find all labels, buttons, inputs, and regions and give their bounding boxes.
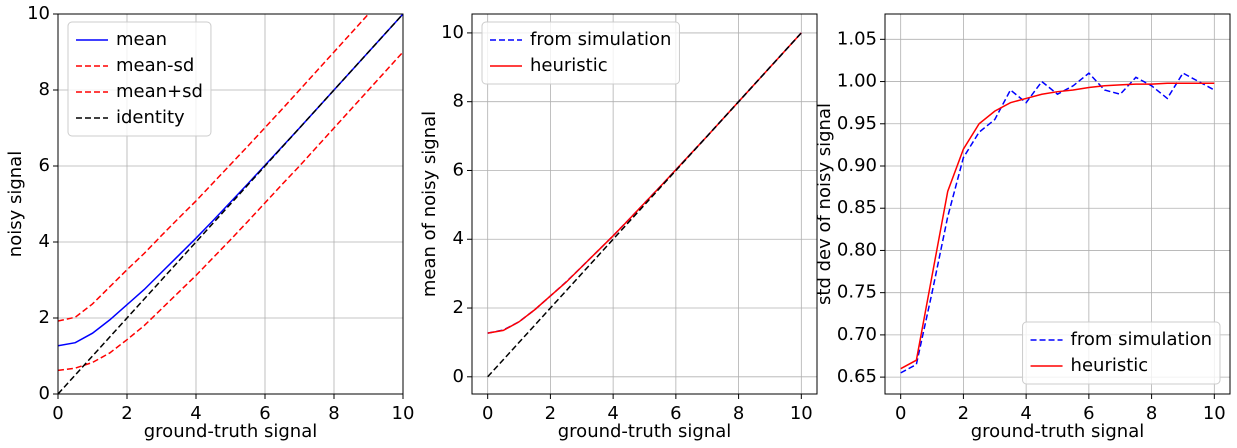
axes-frame	[471, 13, 818, 395]
x-tick-label: 2	[121, 403, 132, 424]
legend-box	[481, 21, 680, 85]
data-line	[900, 82, 1215, 370]
y-tick-label: 6	[39, 155, 50, 176]
y-tick-label: 2	[453, 297, 464, 318]
subplot: 0 2 4 6 8 10 0.65 0.70 0.75 0.80 0.85 0.90 0.95 1.00 1…	[814, 13, 1231, 442]
x-tick-label: 0	[895, 403, 906, 424]
data-line	[900, 72, 1215, 374]
legend-label: from simulation	[1071, 329, 1212, 350]
x-axis-label: ground-truth signal	[558, 421, 731, 442]
data-line	[58, 14, 403, 394]
x-tick-label: 10	[392, 403, 415, 424]
y-axis-label: mean of noisy signal	[419, 111, 440, 297]
x-tick-label: 4	[1020, 403, 1031, 424]
y-tick-label: 0.90	[837, 155, 877, 176]
x-tick-label: 6	[670, 403, 681, 424]
y-axis-label: noisy signal	[5, 151, 26, 257]
y-tick-label: 0	[453, 366, 464, 387]
y-tick-label: 0.70	[837, 324, 877, 345]
legend-label: heuristic	[1071, 355, 1149, 376]
y-tick-label: 8	[453, 91, 464, 112]
y-tick-label: 1.05	[837, 28, 877, 49]
y-tick-label: 0.65	[837, 366, 877, 387]
x-tick-label: 4	[190, 403, 201, 424]
x-tick-label: 8	[1146, 403, 1157, 424]
data-line	[58, 51, 403, 372]
plot-area	[900, 72, 1215, 374]
y-tick-label: 6	[453, 159, 464, 180]
y-tick-label: 4	[453, 228, 464, 249]
subplot: 0 2 4 6 8 10 0 2 4 6 8 10 ground-truth signal noisy s…	[5, 3, 415, 442]
y-tick-label: 0.85	[837, 197, 877, 218]
y-axis-label: std dev of noisy signal	[814, 103, 835, 305]
y-tick-label: 0.75	[837, 282, 877, 303]
x-tick-label: 8	[733, 403, 744, 424]
data-line	[487, 32, 802, 378]
legend-label: mean	[116, 29, 167, 50]
x-tick-label: 2	[545, 403, 556, 424]
x-axis-label: ground-truth signal	[144, 421, 317, 442]
x-tick-label: 10	[790, 403, 813, 424]
axes-frame	[57, 13, 404, 395]
legend-box	[67, 21, 212, 137]
x-axis-label: ground-truth signal	[971, 421, 1144, 442]
legend: from simulation heuristic	[481, 21, 680, 85]
x-tick-label: 0	[52, 403, 63, 424]
y-tick-label: 10	[441, 22, 464, 43]
x-tick-label: 4	[607, 403, 618, 424]
legend-label: from simulation	[530, 29, 671, 50]
x-tick-label: 8	[328, 403, 339, 424]
x-tick-label: 0	[482, 403, 493, 424]
x-tick-label: 2	[958, 403, 969, 424]
data-line	[58, 14, 370, 322]
y-tick-label: 10	[27, 3, 50, 24]
legend-label: identity	[116, 107, 185, 128]
plot-area	[487, 32, 802, 378]
subplot: 0 2 4 6 8 10 0 2 4 6 8 10 ground-truth signal mean of…	[419, 13, 818, 442]
axes-frame	[884, 13, 1231, 395]
x-tick-label: 10	[1203, 403, 1226, 424]
y-tick-label: 0	[39, 383, 50, 404]
legend-label: heuristic	[530, 55, 608, 76]
x-tick-label: 6	[259, 403, 270, 424]
y-tick-label: 2	[39, 307, 50, 328]
legend: from simulation heuristic	[1022, 321, 1221, 385]
y-tick-label: 0.80	[837, 239, 877, 260]
legend-box	[1022, 321, 1221, 385]
y-tick-label: 8	[39, 79, 50, 100]
legend-label: mean+sd	[116, 81, 203, 102]
y-tick-label: 4	[39, 231, 50, 252]
y-tick-label: 1.00	[837, 71, 877, 92]
legend-label: mean-sd	[116, 55, 194, 76]
y-tick-label: 0.95	[837, 113, 877, 134]
plot-area	[58, 14, 403, 394]
legend: mean mean-sd mean+sd identity	[67, 21, 212, 137]
x-tick-label: 6	[1083, 403, 1094, 424]
